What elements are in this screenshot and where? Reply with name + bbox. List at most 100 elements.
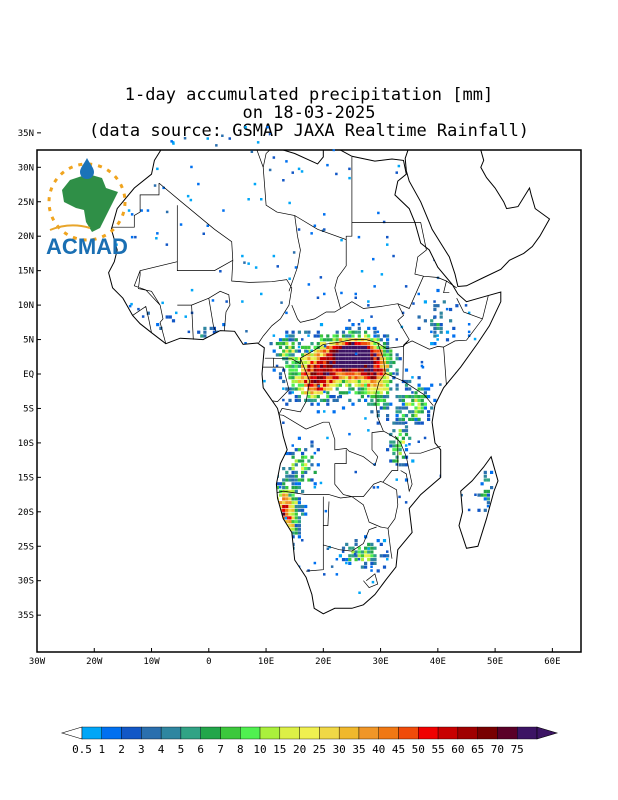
rain-pixel <box>291 482 295 486</box>
rain-pixel <box>357 379 361 384</box>
rain-pixel <box>360 357 364 361</box>
rain-pixel <box>348 391 351 394</box>
rain-pixel <box>423 436 427 440</box>
rain-pixel <box>297 520 301 524</box>
rain-pixel <box>285 345 289 349</box>
rain-pixel <box>392 440 396 444</box>
rain-pixel <box>408 395 412 399</box>
rain-pixel <box>335 398 339 402</box>
rain-pixel <box>326 402 330 406</box>
rain-pixel <box>294 368 298 372</box>
rain-pixel <box>373 357 377 361</box>
rain-pixel <box>351 368 355 372</box>
rain-pixel <box>304 455 308 459</box>
rain-pixel <box>367 547 370 550</box>
rain-pixel <box>364 357 368 361</box>
rain-pixel <box>348 379 352 384</box>
rain-pixel <box>373 558 377 562</box>
colorbar-label: 8 <box>237 743 244 756</box>
rain-pixel <box>282 486 286 490</box>
rain-pixel <box>386 338 390 342</box>
rain-pixel <box>376 360 380 365</box>
rain-pixel <box>364 391 368 395</box>
latitude-axis: 35N 30N 25N 20N 15N 10N 5N EQ 5S 10S 15S 20S 25S 30S 3… <box>18 129 41 621</box>
rain-pixel <box>467 311 471 315</box>
rain-pixel <box>389 372 393 376</box>
rain-pixel <box>486 489 490 493</box>
rain-pixel <box>294 463 298 467</box>
rain-pixel <box>376 345 380 349</box>
rain-pixel <box>297 360 301 365</box>
rain-pixel <box>310 383 314 387</box>
rain-pixel <box>341 550 345 553</box>
rain-pixel <box>294 504 298 509</box>
rain-pixel <box>282 482 286 486</box>
rain-pixel <box>321 229 325 232</box>
rain-pixel <box>291 470 295 474</box>
rain-pixel <box>326 360 330 365</box>
rain-pixel <box>285 474 289 478</box>
rain-pixel <box>307 391 311 395</box>
rain-pixel <box>197 182 200 186</box>
rain-pixel <box>294 489 298 493</box>
rain-pixel <box>323 338 327 342</box>
colorbar-label: 65 <box>471 743 484 756</box>
rain-pixel <box>436 338 439 341</box>
rain-pixel <box>307 364 311 368</box>
rain-pixel <box>294 395 298 399</box>
rain-pixel <box>360 558 364 562</box>
rain-pixel <box>291 387 295 391</box>
rain-pixel <box>294 482 298 486</box>
rain-pixel <box>341 558 346 562</box>
rain-pixel <box>338 372 342 376</box>
rain-pixel <box>376 372 380 376</box>
rain-pixel <box>329 395 333 399</box>
rain-pixel <box>404 444 408 447</box>
rain-pixel <box>329 387 333 391</box>
rain-pixel <box>360 376 364 380</box>
rain-pixel <box>360 353 364 357</box>
rain-pixel <box>341 342 346 346</box>
rain-pixel <box>345 542 349 546</box>
rain-pixel <box>335 387 339 391</box>
rain-pixel <box>326 353 330 357</box>
rain-pixel <box>351 360 355 365</box>
logo-sun-rays-icon <box>47 162 127 242</box>
rain-pixel <box>430 319 434 323</box>
rain-pixel <box>345 376 349 380</box>
rain-pixel <box>278 376 283 380</box>
rain-pixel <box>386 360 390 365</box>
rain-pixel <box>395 357 399 361</box>
rain-pixel <box>317 384 320 388</box>
rain-pixel <box>348 353 352 357</box>
rain-pixel <box>130 235 134 239</box>
rain-pixel <box>338 345 342 349</box>
rain-pixel <box>241 254 244 258</box>
rain-pixel <box>197 330 201 334</box>
rain-pixel <box>313 360 317 365</box>
rain-pixel <box>323 390 326 394</box>
rain-pixel <box>373 349 377 353</box>
rain-pixel <box>319 379 324 384</box>
rain-pixel <box>376 391 380 395</box>
rain-pixel <box>373 391 377 395</box>
rain-pixel <box>282 508 286 512</box>
rain-pixel <box>307 368 311 372</box>
rain-pixel <box>332 372 336 376</box>
rain-pixel <box>417 376 421 380</box>
rain-pixel <box>354 554 358 558</box>
rain-pixel <box>417 417 421 421</box>
rain-pixel <box>483 508 487 512</box>
rain-pixel <box>326 372 330 376</box>
rain-pixel <box>285 508 289 512</box>
rain-pixel <box>351 353 355 357</box>
rain-pixel <box>360 383 364 387</box>
rain-pixel <box>225 300 228 303</box>
acmad-logo: ACMAD <box>46 158 128 259</box>
rain-pixel <box>345 357 349 361</box>
rain-pixel <box>291 360 295 365</box>
rain-pixel <box>291 444 294 447</box>
rain-pixel <box>345 360 349 365</box>
rain-pixel <box>190 288 194 292</box>
rain-pixel <box>301 467 305 471</box>
